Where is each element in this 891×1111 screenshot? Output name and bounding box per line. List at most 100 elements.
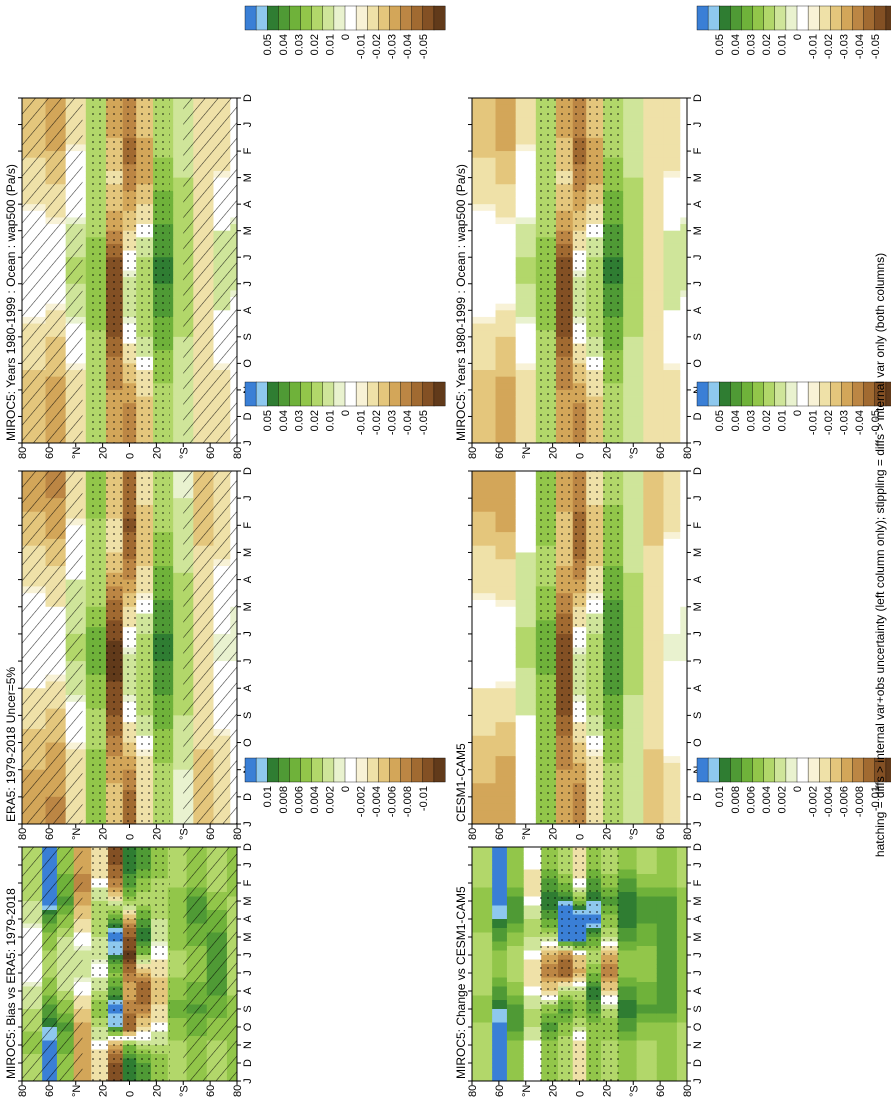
heat-cell <box>680 688 688 696</box>
heat-cell <box>515 257 537 265</box>
heat-cell <box>523 865 542 870</box>
heat-cell <box>617 865 638 870</box>
month-tick-label: J <box>692 970 704 976</box>
heat-cell <box>73 923 92 929</box>
heat-cell <box>495 586 517 594</box>
heat-cell <box>663 104 681 112</box>
heat-cell <box>636 1067 658 1073</box>
heat-cell <box>663 796 681 805</box>
heat-cell <box>680 715 688 723</box>
month-tick-label: J <box>242 970 254 976</box>
heat-cell <box>617 883 638 888</box>
heat-cell <box>73 950 92 956</box>
colorbar-label: -0.03 <box>387 34 399 59</box>
heat-cell <box>523 946 542 951</box>
heat-cell <box>623 323 644 331</box>
heat-cell <box>676 950 688 956</box>
heat-cell <box>523 860 542 866</box>
heat-cell <box>643 316 664 324</box>
colorbar-swatch <box>841 757 854 783</box>
colorbar-swatch <box>696 381 709 407</box>
colorbar-swatch <box>289 757 302 783</box>
heat-cell <box>656 1063 678 1068</box>
heat-cell <box>515 250 537 258</box>
heat-cell <box>472 722 496 730</box>
heat-cell <box>472 484 496 492</box>
colorbar-label: 0.02 <box>309 34 321 55</box>
heat-cell <box>663 477 681 485</box>
heat-cell <box>623 545 644 553</box>
heat-cell <box>617 1027 638 1032</box>
heat-cell <box>623 290 644 298</box>
heat-cell <box>643 701 664 709</box>
colorbar-label: 0.004 <box>309 786 321 814</box>
heat-cell <box>680 559 688 567</box>
heat-cell <box>676 928 688 933</box>
heat-cell <box>676 959 688 965</box>
heat-cell <box>515 708 537 716</box>
heat-cell <box>492 1076 508 1082</box>
heat-cell <box>73 860 92 866</box>
heat-cell <box>495 674 517 682</box>
heat-cell <box>680 330 688 338</box>
lat-tick-label: 20 <box>601 828 613 840</box>
heat-cell <box>623 817 644 825</box>
heat-cell <box>623 783 644 791</box>
heat-cell <box>167 1018 188 1023</box>
heat-cell <box>680 429 688 437</box>
heat-cell <box>663 735 681 743</box>
colorbar-label: -0.05 <box>418 34 430 59</box>
heat-cell <box>472 124 496 132</box>
heat-cell <box>495 667 517 676</box>
heat-cell <box>515 701 537 709</box>
heat-cell <box>617 1022 638 1028</box>
heat-cell <box>643 708 664 716</box>
heat-cell <box>676 1004 688 1010</box>
heat-cell <box>643 796 664 805</box>
colorbar-label: -0.04 <box>854 34 866 59</box>
colorbar-swatch <box>696 757 709 783</box>
heat-cell <box>623 790 644 798</box>
heat-cell <box>523 896 542 902</box>
heat-cell <box>73 901 92 906</box>
colorbar-label: 0.01 <box>324 34 336 55</box>
heat-cell <box>472 370 496 378</box>
heat-cell <box>515 356 537 364</box>
heat-cell <box>617 896 638 902</box>
heat-cell <box>663 224 681 232</box>
heat-cell <box>643 383 664 391</box>
heat-cell <box>167 1000 188 1005</box>
heat-cell <box>492 986 508 992</box>
heat-cell <box>472 973 493 978</box>
heat-cell <box>167 883 188 888</box>
hatching-overlay <box>183 98 237 443</box>
heat-cell <box>472 817 496 825</box>
heat-cell <box>663 283 681 291</box>
heat-cell <box>676 1000 688 1005</box>
heat-cell <box>472 959 493 965</box>
heat-cell <box>495 783 517 791</box>
heat-cell <box>680 336 688 344</box>
heat-cell <box>515 190 537 198</box>
heat-cell <box>495 184 517 192</box>
heat-cell <box>623 803 644 811</box>
colorbar-label: -0.02 <box>823 410 835 435</box>
heat-cell <box>492 1072 508 1077</box>
heat-cell <box>506 1067 525 1073</box>
lat-tick-label: 60 <box>205 447 217 459</box>
heat-cell <box>495 803 517 811</box>
heat-cell <box>472 243 496 251</box>
heat-cell <box>167 977 188 983</box>
heat-cell <box>523 923 542 929</box>
heat-cell <box>617 955 638 960</box>
heat-cell <box>643 98 664 106</box>
heat-cell <box>643 511 664 519</box>
heat-cell <box>643 667 664 676</box>
heat-cell <box>523 995 542 1001</box>
heat-cell <box>643 403 664 411</box>
heat-cell <box>663 491 681 499</box>
heat-cell <box>656 995 678 1001</box>
heat-cell <box>623 728 644 737</box>
heat-cell <box>523 874 542 879</box>
heat-cell <box>656 932 678 938</box>
